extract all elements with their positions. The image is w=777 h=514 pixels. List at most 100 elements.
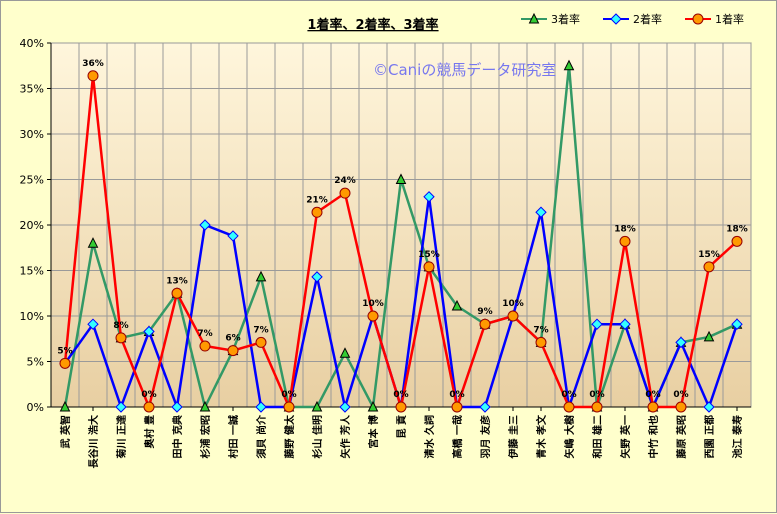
x-tick-label-group: 田中 克典 [171,415,184,458]
y-tick-label: 10% [20,310,44,323]
data-point [143,401,155,413]
x-tick-label-group: 矢嶋 大樹 [563,415,576,458]
data-point [703,261,715,273]
x-tick-label-group: 羽月 友彦 [479,415,492,458]
data-point [591,401,603,413]
y-tick-label: 15% [20,265,44,278]
x-tick-label-group: 長谷川 浩大 [87,415,100,468]
data-point [451,401,463,413]
x-tick-label: 昆 貢 [396,415,408,438]
x-tick-label: 羽月 友彦 [479,415,492,458]
x-tick-label-group: 青木 孝文 [535,414,548,458]
data-point [255,270,267,282]
data-label: 0% [393,390,408,400]
x-tick-label-group: 武 英智 [59,415,72,448]
data-point [451,299,463,311]
data-label: 21% [306,195,328,205]
data-point [535,206,547,218]
data-label: 36% [82,59,104,69]
x-tick-label-group: 藤野 健太 [283,414,296,458]
x-tick-label: 高橋 一哉 [451,415,464,458]
series-1着率 [59,70,743,413]
y-tick-label: 5% [27,356,44,369]
x-tick-label-group: 杉山 佳明 [311,415,324,458]
data-label: 10% [362,299,384,309]
x-tick-label-group: 中竹 和也 [647,415,660,458]
data-point [143,325,155,338]
x-tick-label: 中竹 和也 [647,415,660,458]
x-tick-label: 池江 泰寿 [731,415,744,458]
legend-label: 1着率 [715,12,744,26]
data-point [115,401,127,413]
data-labels: 5% 36% 8% 0% 13% 7% 6% 7% 0% 21% 24% 10% 0% 15% 0% 9% 10… [57,59,747,400]
x-tick-label: 伊藤 圭三 [507,415,520,459]
x-tick-label-group: 杉浦 宏昭 [199,415,212,458]
x-tick-label-group: 池江 泰寿 [731,415,744,458]
x-tick-label-group: 清水 久詞 [423,415,436,458]
data-label: 5% [57,346,72,356]
data-label: 8% [113,321,128,331]
data-label: 24% [334,176,356,186]
legend: 3着率 2着率 1着率 [521,12,744,26]
data-point [59,357,71,369]
data-point [619,235,631,247]
y-tick-label: 35% [20,83,44,96]
watermark-text: ©Caniの競馬データ研究室 [373,61,556,79]
data-point [423,191,435,203]
data-point [367,400,379,412]
x-tick-label: 西園 正都 [703,415,716,458]
data-point [703,401,715,413]
data-point [339,401,351,413]
data-point [199,340,211,352]
data-label: 0% [281,390,296,400]
data-label: 18% [614,224,636,234]
data-point [283,401,295,413]
x-tick-label: 須貝 尚介 [255,414,268,459]
data-label: 0% [645,390,660,400]
data-point [479,401,491,413]
x-tick-label-group: 宮本 博 [367,415,380,448]
x-tick-label: 宮本 博 [367,415,380,448]
data-label: 0% [141,390,156,400]
x-tick-label: 和田 雄二 [591,415,604,459]
x-tick-label: 杉山 佳明 [311,415,324,458]
x-tick-label: 杉浦 宏昭 [199,415,212,458]
x-tick-label: 矢野 英一 [619,415,632,458]
data-point [115,332,127,344]
data-label: 10% [502,299,524,309]
data-point [591,318,603,330]
data-point [675,401,687,413]
data-label: 9% [477,307,492,317]
x-tick-label-group: 菊川 正達 [115,415,128,458]
data-point [367,310,379,322]
data-label: 7% [533,325,548,335]
data-point [619,318,631,330]
data-point [199,400,211,412]
x-tick-label-group: 村田 一誠 [227,415,240,458]
data-point [647,401,659,413]
x-tick-label: 武 英智 [59,415,72,448]
data-label: 0% [449,390,464,400]
data-point [311,206,323,218]
data-point [311,271,323,283]
data-point [87,318,99,330]
data-point [692,13,704,25]
data-point [171,401,183,413]
x-tick-label: 長谷川 浩大 [87,415,100,468]
data-point [339,347,351,358]
data-label: 7% [253,325,268,335]
data-point [87,70,99,82]
x-tick-label: 村田 一誠 [227,415,240,458]
axes: 0% 5% 10% 15% 20% 25% 30% 35% 40% 武 英智 長谷川 浩大 菊川 正達… [20,37,751,468]
x-tick-label-group: 矢野 英一 [619,415,632,458]
data-point [171,287,183,299]
legend-label: 3着率 [551,12,580,26]
data-point [479,318,491,330]
x-tick-label-group: 伊藤 圭三 [507,415,520,459]
series-group [59,59,743,413]
x-tick-label-group: 須貝 尚介 [255,414,268,459]
data-point [87,237,99,248]
data-point [703,330,715,342]
x-tick-label-group: 奥村 豊 [143,415,156,448]
